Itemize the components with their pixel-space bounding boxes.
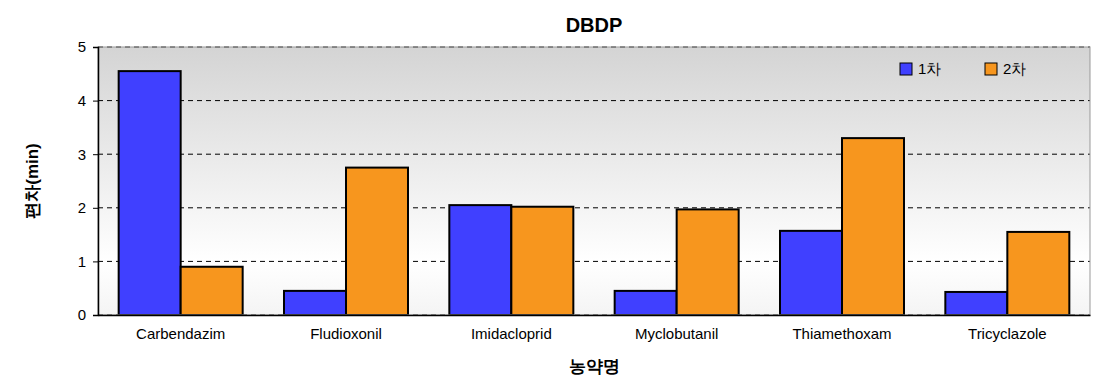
bar [511, 207, 573, 315]
bar [181, 267, 243, 315]
y-tick-label: 0 [78, 306, 86, 323]
plot-background [98, 47, 1090, 315]
legend-swatch [900, 63, 912, 75]
y-tick: 2 [78, 199, 98, 216]
y-tick-mark [93, 154, 98, 155]
x-tick-label: Carbendazim [136, 325, 225, 342]
grid [98, 47, 1090, 315]
x-tick-label: Tricyclazole [968, 325, 1047, 342]
bar-series [119, 71, 1008, 315]
x-tick: Carbendazim [136, 315, 225, 342]
y-tick-mark [93, 208, 98, 209]
bar [346, 168, 408, 315]
x-axis-line [99, 315, 1091, 317]
bar [1007, 232, 1069, 315]
bar [780, 231, 842, 315]
y-tick-mark [93, 47, 98, 48]
bar [284, 291, 346, 315]
x-tick: Imidacloprid [471, 315, 552, 342]
legend-label: 2차 [1003, 60, 1026, 77]
y-tick-mark [93, 101, 98, 102]
y-tick-label: 3 [78, 146, 86, 163]
plot: 0 1 2 3 4 5 Carbendazim Fludioxonil Imidacloprid… [78, 38, 1091, 342]
x-tick: Thiamethoxam [792, 315, 891, 342]
y-tick-label: 5 [78, 38, 86, 55]
bar-series [181, 138, 1070, 315]
legend-label: 1차 [918, 60, 941, 77]
bar [119, 71, 181, 315]
legend-item: 2차 [985, 60, 1026, 77]
bar [677, 209, 739, 315]
bar [615, 291, 677, 315]
grid-line [98, 207, 1090, 208]
legend-item: 1차 [900, 60, 941, 77]
y-tick: 3 [78, 146, 98, 163]
x-tick-label: Imidacloprid [471, 325, 552, 342]
y-tick-mark [93, 261, 98, 262]
grid-line [98, 100, 1090, 101]
bar [449, 205, 511, 315]
legend: 1차 2차 [900, 60, 1026, 77]
y-tick: 4 [78, 92, 98, 109]
x-tick: Myclobutanil [635, 315, 718, 342]
bar [945, 292, 1007, 315]
title: DBDP [566, 14, 623, 36]
bars [119, 71, 1070, 315]
grid-line [98, 154, 1090, 155]
x-axis-title: 농약명 [569, 357, 620, 376]
y-axis: 0 1 2 3 4 5 [78, 38, 99, 323]
x-tick: Fludioxonil [310, 315, 382, 342]
y-tick-label: 1 [78, 253, 86, 270]
x-tick-label: Thiamethoxam [792, 325, 891, 342]
y-axis-line [93, 48, 99, 316]
y-tick-label: 4 [78, 92, 86, 109]
plot-frame [98, 47, 1090, 315]
y-tick: 5 [78, 38, 98, 55]
x-tick-label: Fludioxonil [310, 325, 382, 342]
grid-line [98, 261, 1090, 262]
x-tick: Tricyclazole [968, 315, 1047, 342]
y-tick: 0 [78, 306, 98, 323]
legend-swatch [985, 63, 997, 75]
y-tick: 1 [78, 253, 98, 270]
x-axis: Carbendazim Fludioxonil Imidacloprid Myclob… [99, 315, 1091, 342]
y-axis-title: 편차(min) [23, 143, 42, 219]
y-tick-label: 2 [78, 199, 86, 216]
x-tick-label: Myclobutanil [635, 325, 718, 342]
bar [842, 138, 904, 315]
chart: 0 1 2 3 4 5 Carbendazim Fludioxonil Imidacloprid… [0, 0, 1104, 390]
y-tick-mark [93, 315, 98, 316]
